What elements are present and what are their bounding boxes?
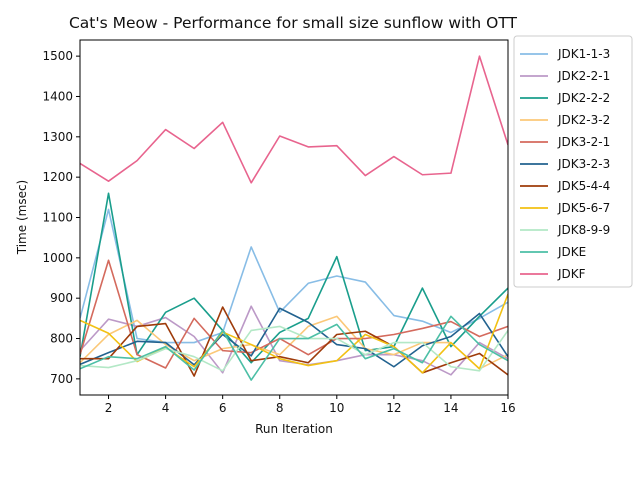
legend-label: JDK3-2-1 (557, 135, 610, 149)
series-line-jdk5-4-4 (80, 306, 508, 377)
x-tick-label: 6 (219, 401, 227, 415)
y-axis-ticks: 700 800 900 1000 1100 1200 1300 1400 1500 (42, 49, 80, 386)
series-line-jdk8-9-9 (80, 325, 508, 372)
series-lines (80, 55, 508, 381)
y-tick-label: 1500 (42, 49, 73, 63)
legend-label: JDK5-4-4 (557, 179, 610, 193)
legend: JDK1-1-3 JDK2-2-1 JDK2-2-2 JDK2-3-2 JDK3-2-1… (513, 35, 633, 288)
y-tick-label: 1100 (42, 211, 73, 225)
x-tick-label: 10 (329, 401, 344, 415)
plot-frame (79, 39, 509, 396)
series-line-jdkf (80, 55, 508, 184)
legend-label: JDK2-2-2 (557, 91, 610, 105)
legend-label: JDK8-9-9 (557, 223, 610, 237)
series-line-jdk3-2-3 (80, 307, 508, 368)
y-tick-label: 700 (50, 372, 73, 386)
legend-label: JDKF (557, 267, 586, 281)
x-tick-label: 16 (500, 401, 515, 415)
legend-label: JDK3-2-3 (557, 157, 610, 171)
y-tick-label: 1400 (42, 89, 73, 103)
x-axis-ticks: 2 4 6 8 10 12 14 16 (105, 395, 516, 415)
y-tick-label: 1300 (42, 130, 73, 144)
y-tick-label: 900 (50, 291, 73, 305)
y-tick-label: 800 (50, 332, 73, 346)
y-tick-label: 1000 (42, 251, 73, 265)
x-tick-label: 12 (386, 401, 401, 415)
x-tick-label: 8 (276, 401, 284, 415)
series-line-jdk2-3-2 (80, 315, 508, 370)
x-tick-label: 2 (105, 401, 113, 415)
legend-label: JDK2-3-2 (557, 113, 610, 127)
legend-label: JDK2-2-1 (557, 69, 610, 83)
x-tick-label: 14 (443, 401, 458, 415)
chart-title: Cat's Meow - Performance for small size … (69, 14, 518, 32)
legend-label: JDK5-6-7 (557, 201, 610, 215)
x-tick-label: 4 (162, 401, 170, 415)
series-line-jdke (80, 315, 508, 381)
legend-label: JDK1-1-3 (557, 47, 610, 61)
y-tick-label: 1200 (42, 170, 73, 184)
series-line-jdk1-1-3 (80, 208, 508, 344)
x-axis-label: Run Iteration (255, 422, 333, 436)
legend-label: JDKE (557, 245, 586, 259)
y-axis-label: Time (msec) (15, 180, 29, 255)
series-line-jdk3-2-1 (80, 259, 508, 369)
